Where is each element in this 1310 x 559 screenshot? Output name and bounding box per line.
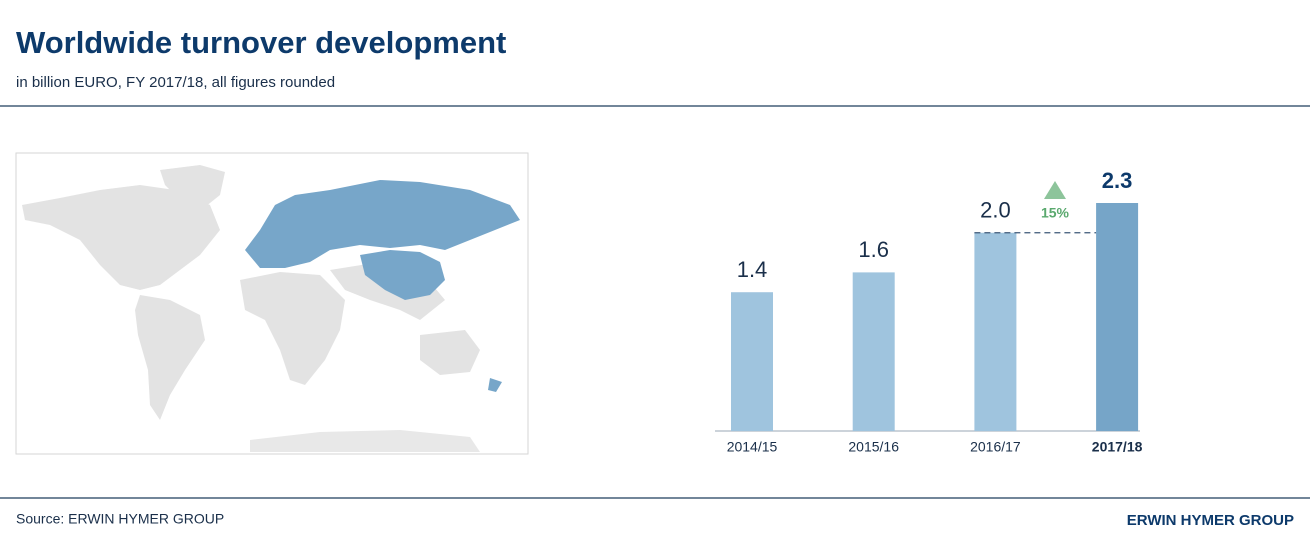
x-tick-label: 2015/16	[848, 439, 899, 455]
x-tick-label: 2017/18	[1092, 439, 1143, 455]
source: Source: ERWIN HYMER GROUP	[16, 511, 224, 527]
growth-arrow	[1044, 181, 1066, 199]
brand: ERWIN HYMER GROUP	[1127, 512, 1294, 529]
world-map	[15, 152, 529, 455]
chart-subtitle: in billion EURO, FY 2017/18, all figures…	[16, 74, 335, 91]
value-label: 2.3	[1102, 168, 1133, 193]
value-label: 1.6	[858, 237, 889, 262]
x-tick-label: 2014/15	[727, 439, 778, 455]
north-america	[22, 185, 220, 290]
europe-russia	[245, 180, 520, 268]
bar	[974, 232, 1017, 431]
bar	[852, 272, 895, 431]
africa	[240, 272, 345, 385]
greenland	[160, 165, 225, 215]
antarctica	[250, 430, 480, 452]
south-america	[135, 295, 205, 420]
australia	[420, 330, 480, 375]
value-label: 1.4	[737, 257, 768, 282]
china	[360, 250, 445, 300]
value-label: 2.0	[980, 198, 1011, 223]
bar	[731, 292, 773, 431]
bar	[1096, 203, 1139, 431]
new-zealand	[488, 378, 502, 392]
chart-title: Worldwide turnover development	[16, 25, 506, 60]
growth-label: 15%	[1041, 205, 1070, 221]
x-tick-label: 2016/17	[970, 439, 1021, 455]
